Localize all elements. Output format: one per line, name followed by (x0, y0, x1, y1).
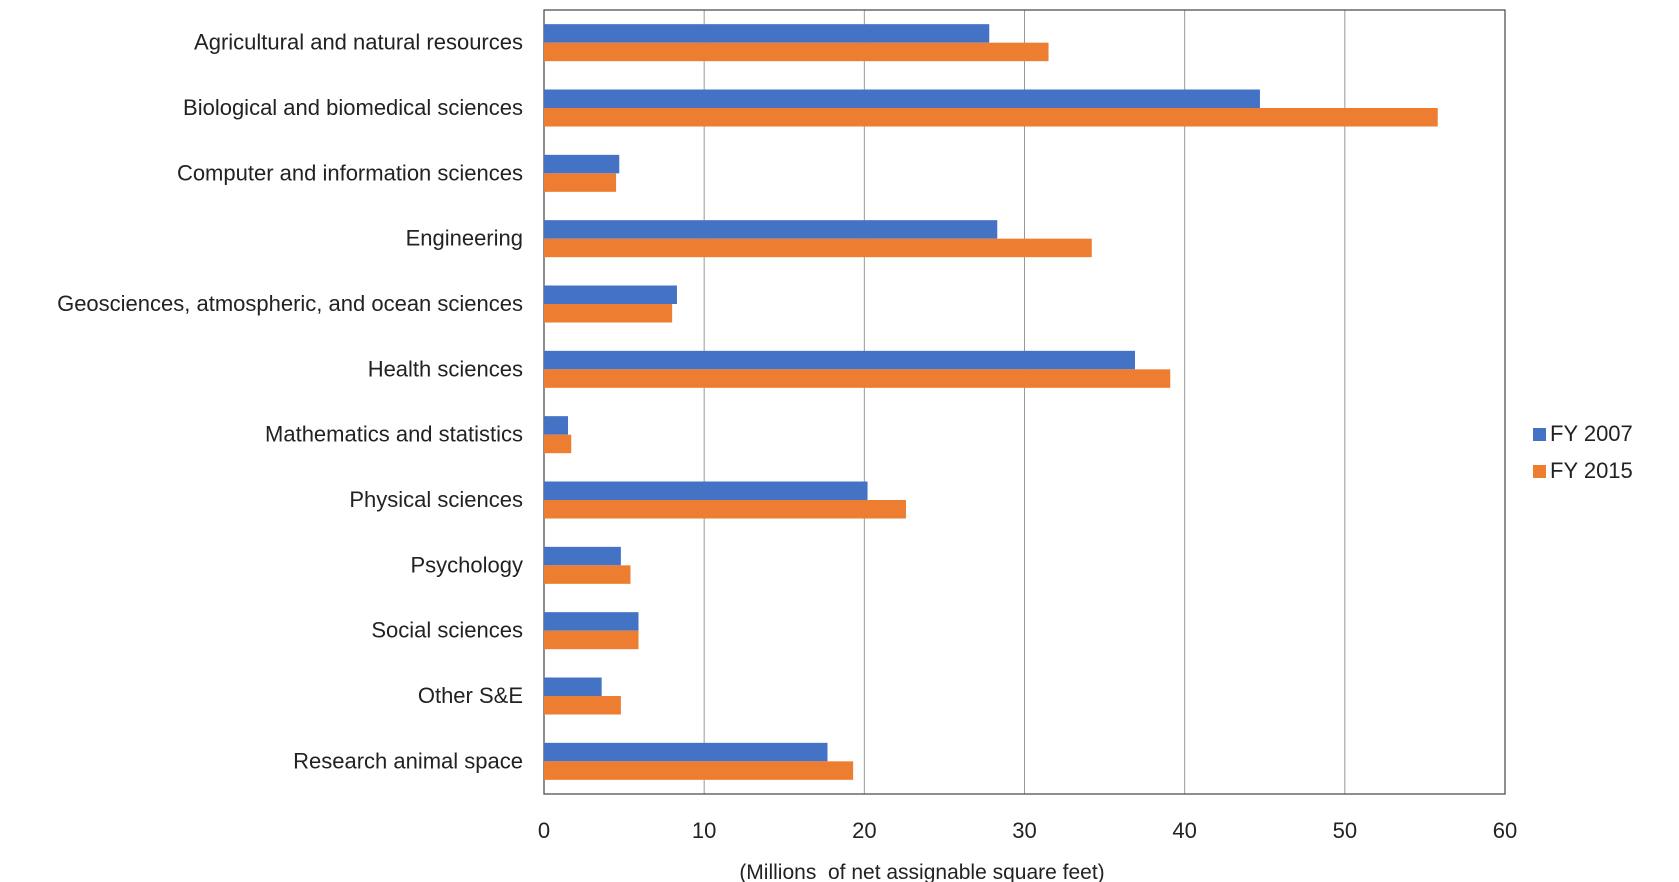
x-tick-label: 40 (1172, 818, 1196, 843)
plot-frame (543, 9, 1506, 795)
bars (544, 24, 1438, 780)
bar-fy-2015 (544, 500, 906, 519)
category-label: Geosciences, atmospheric, and ocean scie… (57, 291, 523, 316)
legend: FY 2007 FY 2015 (1533, 421, 1633, 483)
legend-label: FY 2007 (1550, 421, 1633, 446)
category-label: Agricultural and natural resources (194, 30, 523, 55)
bar-fy-2015 (544, 304, 673, 323)
category-label: Social sciences (371, 618, 523, 643)
bar-fy-2015 (544, 630, 639, 650)
category-label: Physical sciences (349, 487, 523, 512)
x-tick-label: 0 (538, 818, 550, 843)
bar-fy-2015 (544, 238, 1092, 258)
category-label: Health sciences (368, 356, 523, 381)
category-label: Mathematics and statistics (265, 422, 523, 447)
category-label: Biological and biomedical sciences (183, 95, 523, 120)
bar-fy-2007 (544, 677, 602, 696)
bar-fy-2007 (544, 546, 621, 566)
category-label: Psychology (410, 552, 523, 577)
category-label: Research animal space (293, 748, 523, 773)
category-label: Engineering (406, 226, 523, 251)
bar-fy-2015 (544, 434, 572, 454)
x-tick-labels: 0 10 20 30 40 50 60 (538, 818, 1517, 843)
bar-fy-2007 (544, 285, 677, 304)
bar-fy-2015 (544, 108, 1438, 127)
x-tick-label: 20 (852, 818, 876, 843)
bar-fy-2007 (544, 350, 1136, 370)
x-tick-label: 10 (692, 818, 716, 843)
x-tick-label: 30 (1012, 818, 1036, 843)
bar-fy-2015 (544, 696, 621, 715)
bar-fy-2007 (544, 154, 620, 174)
bar-fy-2015 (544, 761, 854, 780)
bar-fy-2007 (544, 220, 998, 239)
bar-fy-2007 (544, 481, 868, 500)
bar-fy-2007 (544, 742, 828, 762)
category-label: Other S&E (418, 683, 523, 708)
category-labels: Agricultural and natural resources Biolog… (57, 30, 523, 774)
x-tick-label: 50 (1333, 818, 1357, 843)
legend-swatch (1533, 465, 1546, 478)
legend-label: FY 2015 (1550, 458, 1633, 483)
bar-fy-2007 (544, 612, 639, 631)
bar-fy-2015 (544, 565, 631, 584)
x-tick-label: 60 (1493, 818, 1517, 843)
bar-fy-2015 (544, 42, 1049, 62)
x-axis-label: (Millions of net assignable square feet) (739, 861, 1104, 882)
category-label: Computer and information sciences (177, 160, 523, 185)
bar-fy-2015 (544, 173, 617, 192)
bar-fy-2015 (544, 369, 1171, 388)
gridlines (703, 10, 1346, 794)
bar-fy-2007 (544, 416, 569, 435)
legend-swatch (1533, 428, 1546, 441)
bar-fy-2007 (544, 24, 990, 43)
bar-fy-2007 (544, 89, 1260, 108)
